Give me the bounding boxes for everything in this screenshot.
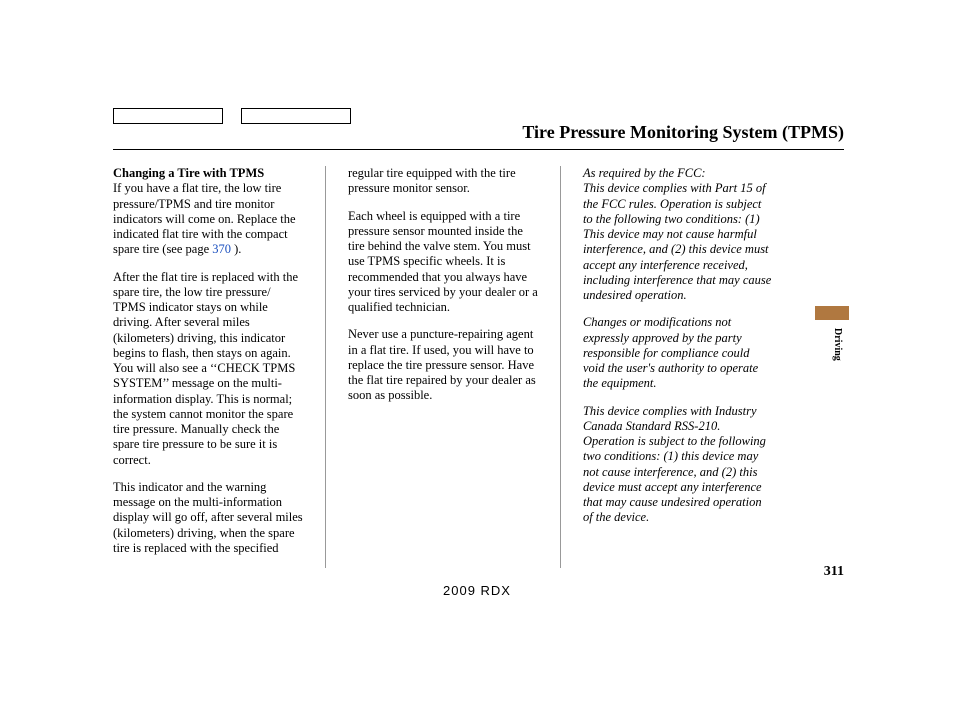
column-divider-2	[560, 166, 561, 568]
col2-p1: regular tire equipped with the tire pres…	[348, 166, 538, 197]
column-divider-1	[325, 166, 326, 568]
col3-p1: As required by the FCC: This device comp…	[583, 166, 773, 303]
footer-model: 2009 RDX	[0, 583, 954, 598]
page-reference-link[interactable]: 370	[212, 242, 231, 256]
column-1: Changing a Tire with TPMS If you have a …	[113, 166, 303, 568]
column-3: As required by the FCC: This device comp…	[583, 166, 773, 568]
page-number: 311	[824, 564, 844, 580]
col1-p1a: If you have a flat tire, the low tire pr…	[113, 181, 296, 256]
section-tab-label: Driving	[832, 328, 843, 361]
col3-p3: This device complies with Industry Canad…	[583, 404, 773, 526]
section-tab	[815, 306, 849, 320]
col1-p3: This indicator and the warning message o…	[113, 480, 303, 556]
col3-p2: Changes or modifications not expressly a…	[583, 315, 773, 391]
section-subhead: Changing a Tire with TPMS	[113, 166, 264, 180]
col2-p3: Never use a puncture-repairing agent in …	[348, 327, 538, 403]
col2-p2: Each wheel is equipped with a tire press…	[348, 209, 538, 316]
column-2: regular tire equipped with the tire pres…	[348, 166, 538, 568]
col1-p1b: ).	[231, 242, 241, 256]
page-title: Tire Pressure Monitoring System (TPMS)	[113, 122, 844, 150]
col1-p2: After the flat tire is replaced with the…	[113, 270, 303, 468]
content-columns: Changing a Tire with TPMS If you have a …	[113, 166, 773, 568]
